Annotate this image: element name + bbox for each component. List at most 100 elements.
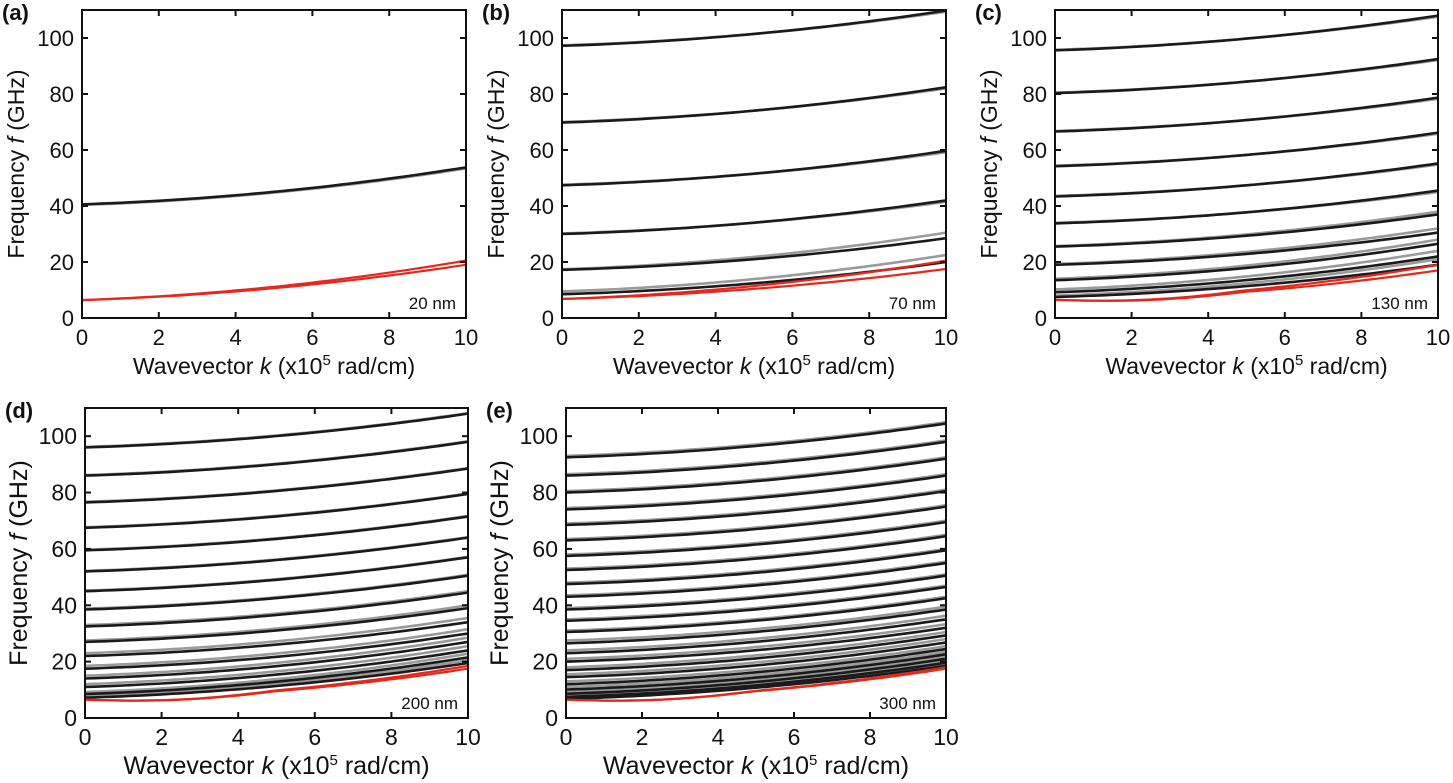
y-tick-label: 80 bbox=[530, 82, 554, 107]
x-label-mid: (x10 bbox=[1244, 353, 1295, 379]
plot-frame bbox=[1054, 9, 1439, 319]
y-label-var: f bbox=[3, 135, 29, 144]
y-tick-label: 20 bbox=[51, 649, 77, 675]
x-tick-label: 0 bbox=[560, 724, 573, 750]
series-line-gray-6 bbox=[562, 10, 946, 47]
y-tick-label: 20 bbox=[1023, 250, 1047, 275]
x-label-exp: 5 bbox=[330, 752, 338, 769]
x-label-prefix: Wavevector bbox=[1105, 353, 1232, 379]
x-label-mid: (x10 bbox=[274, 752, 330, 780]
x-tick-label: 0 bbox=[556, 325, 568, 350]
series-line-gray-2 bbox=[85, 652, 468, 694]
series-line-black-7 bbox=[566, 634, 946, 672]
series-line-gray-7 bbox=[85, 604, 468, 642]
series-line-black-6 bbox=[85, 620, 468, 658]
x-tick-label: 0 bbox=[79, 724, 92, 750]
series-line-gray-21 bbox=[566, 456, 946, 493]
series-line-gray-16 bbox=[566, 533, 946, 570]
y-tick-label: 20 bbox=[532, 649, 558, 675]
y-tick-label: 60 bbox=[532, 536, 558, 562]
y-label-prefix: Frequency bbox=[976, 144, 1002, 259]
y-tick-label: 100 bbox=[517, 26, 554, 51]
series-line-gray-4 bbox=[85, 636, 468, 677]
series-line-gray-9 bbox=[1055, 97, 1438, 133]
series-line-red-2 bbox=[82, 259, 466, 302]
series-line-gray-1 bbox=[85, 658, 468, 698]
y-label-var: f bbox=[486, 531, 514, 541]
x-tick-label: 6 bbox=[306, 325, 318, 350]
y-tick-label: 20 bbox=[530, 250, 554, 275]
panel-label: (c) bbox=[975, 0, 1002, 25]
series-line-gray-12 bbox=[566, 584, 946, 621]
series-line-gray-14 bbox=[566, 560, 946, 597]
series-line-black-5 bbox=[85, 632, 468, 670]
series-line-black-13 bbox=[85, 492, 468, 530]
series-line-black-17 bbox=[566, 520, 946, 558]
x-tick-label: 6 bbox=[308, 724, 321, 750]
y-label-prefix: Frequency bbox=[483, 144, 509, 259]
series-line-black-9 bbox=[566, 618, 946, 655]
x-tick-label: 4 bbox=[229, 325, 241, 350]
series-line-black-13 bbox=[566, 574, 946, 611]
x-label-var: k bbox=[740, 353, 753, 379]
thickness-label: 70 nm bbox=[889, 294, 936, 313]
plot-frame bbox=[565, 407, 947, 719]
series-line-black-2 bbox=[1055, 255, 1438, 294]
x-tick-label: 8 bbox=[864, 724, 877, 750]
y-tick-label: 60 bbox=[1023, 138, 1047, 163]
x-label-suffix: rad/cm) bbox=[817, 752, 909, 780]
x-label-suffix: rad/cm) bbox=[331, 353, 415, 379]
series-line-gray-13 bbox=[566, 573, 946, 610]
x-label-mid: (x10 bbox=[753, 752, 809, 780]
y-axis-label: Frequency f (GHz) bbox=[976, 69, 1002, 258]
y-axis-label: Frequency f (GHz) bbox=[483, 69, 509, 258]
y-tick-label: 100 bbox=[520, 423, 558, 449]
x-tick-label: 2 bbox=[155, 724, 168, 750]
x-label-prefix: Wavevector bbox=[133, 353, 260, 379]
series-line-black-2 bbox=[566, 661, 946, 699]
thickness-label: 300 nm bbox=[879, 694, 936, 713]
y-tick-label: 100 bbox=[1010, 26, 1047, 51]
series-line-black-1 bbox=[1055, 263, 1438, 299]
series-line-gray-16 bbox=[85, 411, 468, 449]
x-label-exp: 5 bbox=[322, 352, 330, 369]
y-tick-label: 40 bbox=[530, 194, 554, 219]
series-line-black-9 bbox=[1055, 96, 1438, 133]
x-tick-label: 8 bbox=[385, 724, 398, 750]
series-line-gray-22 bbox=[566, 439, 946, 476]
x-tick-label: 2 bbox=[636, 724, 649, 750]
y-tick-label: 100 bbox=[39, 423, 77, 449]
y-tick-label: 60 bbox=[50, 138, 74, 163]
series-line-black-14 bbox=[85, 467, 468, 504]
series-line-gray-4 bbox=[566, 650, 946, 689]
series-line-gray-5 bbox=[85, 627, 468, 668]
series-line-black-5 bbox=[566, 647, 946, 686]
series-line-gray-1 bbox=[82, 167, 466, 207]
series-line-gray-3 bbox=[1055, 238, 1438, 281]
x-tick-label: 4 bbox=[232, 724, 245, 750]
x-tick-label: 10 bbox=[933, 724, 959, 750]
panel-label: (e) bbox=[486, 398, 513, 423]
series-line-black-2 bbox=[85, 656, 468, 696]
y-axis-label: Frequency f (GHz) bbox=[486, 460, 514, 666]
series-line-black-11 bbox=[85, 536, 468, 573]
y-label-prefix: Frequency bbox=[3, 144, 29, 259]
x-tick-label: 0 bbox=[76, 325, 88, 350]
series-line-black-14 bbox=[566, 561, 946, 599]
series-line-gray-8 bbox=[566, 622, 946, 661]
series-line-gray-3 bbox=[85, 644, 468, 686]
x-label-prefix: Wavevector bbox=[613, 353, 740, 379]
series-line-gray-8 bbox=[1055, 132, 1438, 167]
x-axis-label: Wavevector k (x105 rad/cm) bbox=[133, 352, 415, 379]
x-tick-label: 6 bbox=[786, 325, 798, 350]
dispersion-curves bbox=[562, 10, 946, 301]
series-line-black-18 bbox=[566, 505, 946, 542]
series-line-gray-3 bbox=[566, 655, 946, 694]
series-line-black-9 bbox=[85, 574, 468, 611]
series-line-black-8 bbox=[85, 591, 468, 628]
series-line-gray-2 bbox=[1055, 249, 1438, 291]
y-label-var: f bbox=[976, 135, 1002, 144]
